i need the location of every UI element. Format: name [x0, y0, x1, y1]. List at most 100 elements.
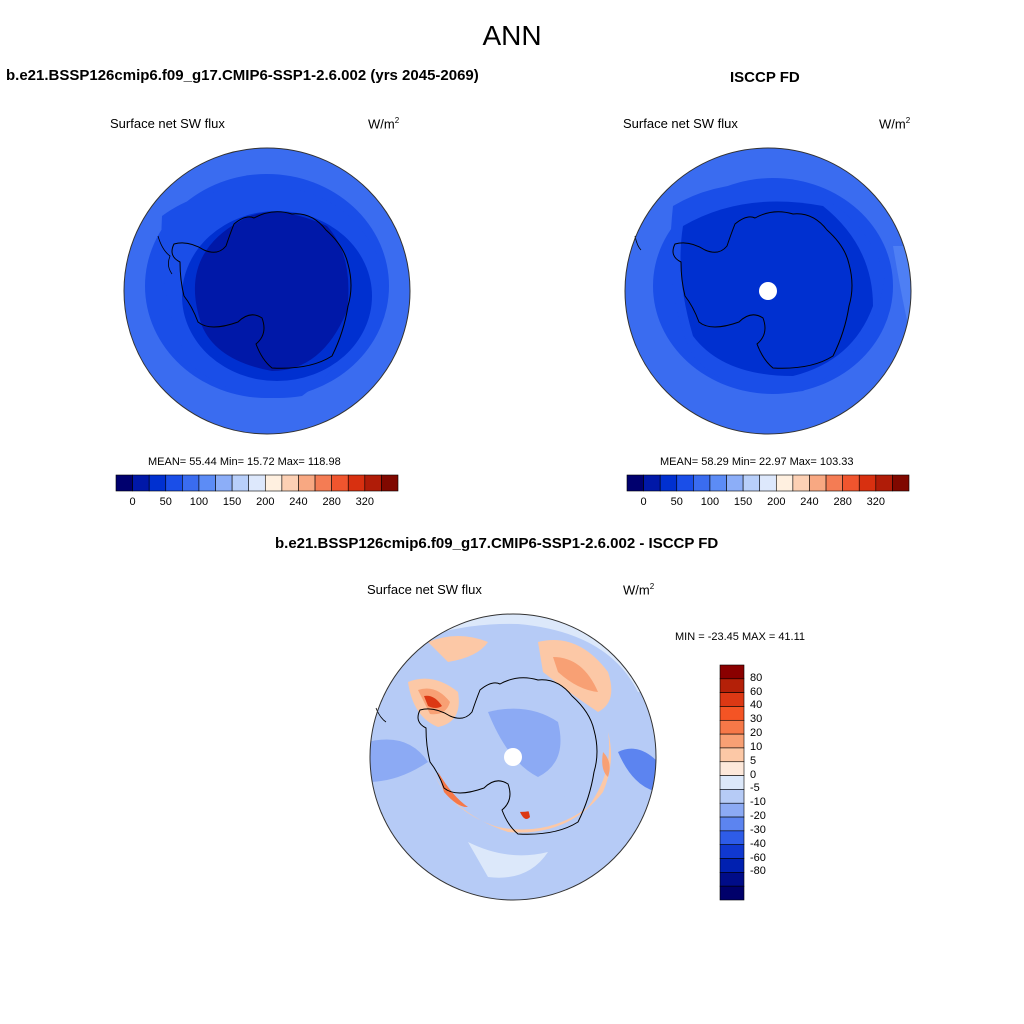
colorbar-swatch: [381, 474, 399, 492]
panel2-title: ISCCP FD: [730, 69, 800, 86]
colorbar-swatch: [719, 858, 745, 873]
colorbar-tick-label: 80: [750, 671, 763, 684]
colorbar-swatch: [719, 816, 745, 832]
colorbar-swatch: [719, 719, 745, 735]
colorbar-tick-label: -5: [750, 782, 760, 795]
colorbar-tick-label: 200: [767, 496, 786, 508]
colorbar-tick-label: -60: [750, 851, 766, 864]
colorbar-tick-label: 280: [833, 496, 852, 508]
colorbar-tick-label: 320: [355, 496, 374, 508]
panel1-title: b.e21.BSSP126cmip6.f09_g17.CMIP6-SSP1-2.…: [6, 67, 479, 84]
colorbar-tick-label: 20: [750, 727, 763, 740]
colorbar-swatch: [719, 802, 745, 818]
colorbar-swatch: [626, 474, 644, 492]
panel1-colorbar: [115, 474, 399, 492]
colorbar-swatch: [198, 474, 216, 492]
colorbar-swatch: [719, 844, 745, 859]
panel3-title: b.e21.BSSP126cmip6.f09_g17.CMIP6-SSP1-2.…: [275, 535, 719, 552]
colorbar-swatch: [825, 474, 843, 492]
colorbar-swatch: [842, 474, 860, 492]
colorbar-tick-label: -80: [750, 865, 766, 878]
panel1-polar-map: [123, 147, 411, 435]
colorbar-swatch: [298, 474, 316, 492]
colorbar-tick-label: 60: [750, 685, 763, 698]
colorbar-tick-label: 0: [750, 768, 757, 781]
colorbar-swatch: [709, 474, 727, 492]
colorbar-swatch: [115, 474, 133, 492]
colorbar-swatch: [719, 872, 745, 887]
colorbar-swatch: [264, 474, 283, 492]
panel1-stats: MEAN= 55.44 Min= 15.72 Max= 118.98: [148, 456, 341, 468]
colorbar-swatch: [719, 733, 745, 749]
colorbar-tick-label: 100: [700, 496, 720, 508]
colorbar-tick-label: 320: [866, 496, 885, 508]
colorbar-tick-label: 100: [189, 496, 209, 508]
colorbar-swatch: [248, 474, 266, 492]
colorbar-swatch: [719, 706, 745, 721]
colorbar-swatch: [165, 474, 183, 492]
colorbar-tick-label: -40: [750, 837, 766, 850]
colorbar-swatch: [719, 747, 745, 763]
colorbar-swatch: [693, 474, 711, 492]
colorbar-swatch: [347, 474, 366, 492]
colorbar-swatch: [719, 830, 745, 846]
colorbar-swatch: [892, 474, 910, 492]
colorbar-tick-label: 150: [222, 496, 242, 508]
colorbar-tick-label: 240: [289, 496, 308, 508]
panel1-units: W/m2: [368, 116, 400, 132]
panel2-colorbar: [626, 474, 910, 492]
colorbar-swatch: [809, 474, 827, 492]
colorbar-tick-label: 280: [322, 496, 341, 508]
panel3-variable-label: Surface net SW flux: [367, 582, 482, 597]
colorbar-tick-label: 50: [670, 496, 683, 508]
colorbar-swatch: [719, 789, 745, 804]
colorbar-swatch: [182, 474, 200, 492]
colorbar-tick-label: 200: [256, 496, 275, 508]
colorbar-tick-label: 240: [800, 496, 819, 508]
colorbar-swatch: [719, 775, 745, 790]
colorbar-tick-label: 0: [129, 496, 136, 508]
panel2-polar-map: [624, 147, 912, 435]
panel1-variable-label: Surface net SW flux: [110, 116, 225, 131]
colorbar-swatch: [215, 474, 233, 492]
colorbar-swatch: [726, 474, 744, 492]
colorbar-swatch: [676, 474, 694, 492]
panel2-stats: MEAN= 58.29 Min= 22.97 Max= 103.33: [660, 456, 854, 468]
colorbar-swatch: [314, 474, 332, 492]
panel3-stats: MIN = -23.45 MAX = 41.11: [675, 631, 806, 643]
colorbar-swatch: [331, 474, 349, 492]
colorbar-swatch: [659, 474, 678, 492]
figure-title: ANN: [482, 20, 542, 51]
colorbar-tick-label: 10: [750, 740, 763, 753]
colorbar-swatch: [719, 678, 745, 693]
colorbar-tick-label: -30: [750, 823, 766, 836]
colorbar-swatch: [775, 474, 794, 492]
colorbar-swatch: [875, 474, 893, 492]
colorbar-swatch: [858, 474, 877, 492]
panel3-colorbar: [719, 664, 745, 901]
colorbar-swatch: [231, 474, 250, 492]
panel2-variable-label: Surface net SW flux: [623, 116, 738, 131]
colorbar-tick-label: -10: [750, 796, 766, 809]
colorbar-swatch: [759, 474, 777, 492]
panel2-units: W/m2: [879, 116, 911, 132]
colorbar-tick-label: 50: [159, 496, 172, 508]
colorbar-swatch: [281, 474, 299, 492]
colorbar-tick-label: -20: [750, 810, 766, 823]
colorbar-swatch: [719, 761, 745, 776]
colorbar-swatch: [148, 474, 167, 492]
colorbar-tick-label: 0: [640, 496, 647, 508]
colorbar-tick-label: 5: [750, 754, 757, 767]
colorbar-swatch: [719, 692, 745, 707]
colorbar-swatch: [719, 664, 745, 680]
colorbar-swatch: [742, 474, 761, 492]
colorbar-swatch: [132, 474, 150, 492]
colorbar-swatch: [719, 885, 745, 901]
panel3-polar-map: [369, 613, 657, 901]
panel3-units: W/m2: [623, 582, 655, 598]
colorbar-swatch: [792, 474, 810, 492]
colorbar-swatch: [364, 474, 382, 492]
colorbar-tick-label: 150: [733, 496, 753, 508]
colorbar-swatch: [643, 474, 661, 492]
colorbar-tick-label: 40: [750, 699, 763, 712]
